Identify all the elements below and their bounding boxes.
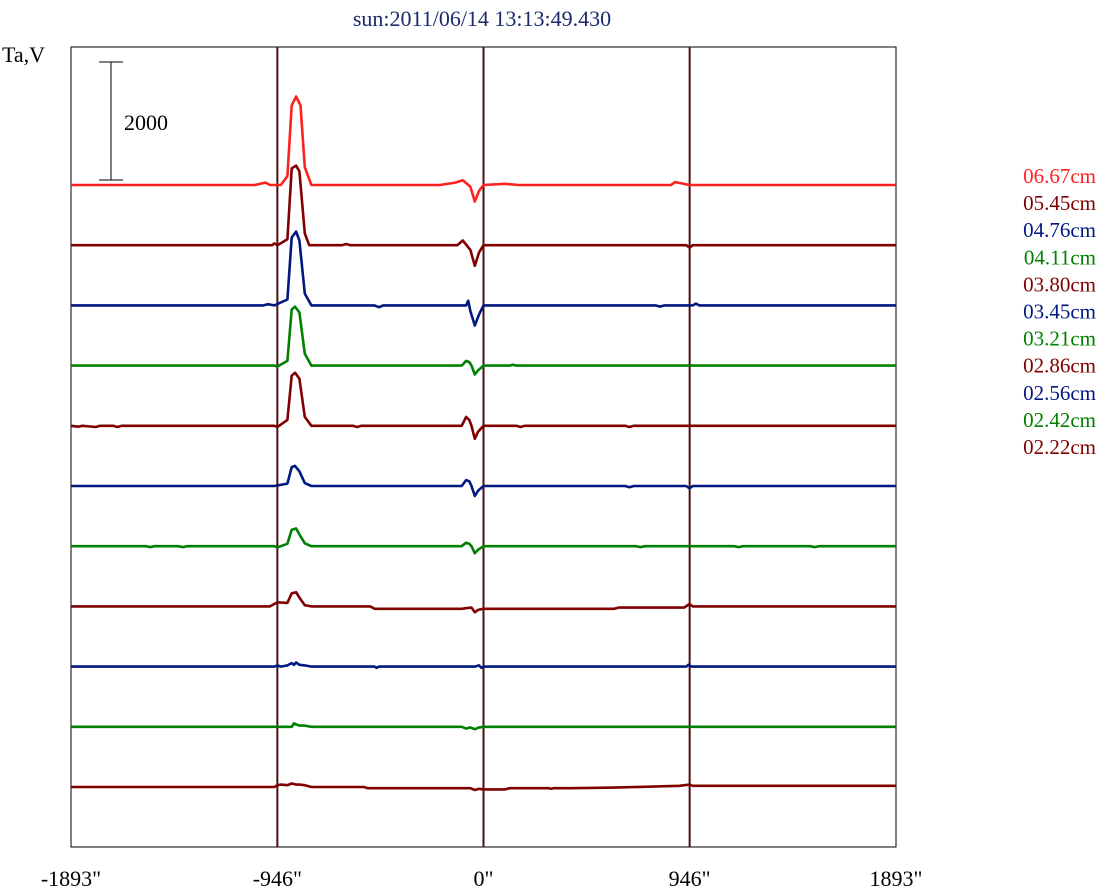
x-tick-label: 0"	[474, 866, 494, 891]
scale-bar: 2000	[99, 61, 168, 181]
series-line-04.76cm	[71, 230, 896, 327]
series-line-05.45cm	[71, 164, 896, 268]
series-line-02.86cm	[71, 590, 896, 614]
legend-entry: 05.45cm	[1023, 191, 1096, 215]
legend-entry: 03.45cm	[1023, 300, 1096, 324]
x-tick-label: -1893"	[41, 866, 101, 891]
series-line-02.22cm	[71, 782, 896, 792]
series-line-06.67cm	[71, 95, 896, 203]
x-tick-label: -946"	[253, 866, 302, 891]
series-line-03.45cm	[71, 464, 896, 498]
scale-bar-label: 2000	[124, 110, 168, 135]
legend-entry: 04.76cm	[1023, 218, 1096, 242]
series-line-02.56cm	[71, 661, 896, 670]
vertical-markers	[276, 47, 691, 847]
series-line-03.21cm	[71, 527, 896, 555]
legend-entry: 06.67cm	[1023, 164, 1096, 188]
legend-entry: 02.56cm	[1023, 381, 1096, 405]
legend-entry: 03.21cm	[1023, 327, 1096, 351]
x-tick-label: 1893"	[870, 866, 923, 891]
x-tick-labels: -1893" -946" 0" 946" 1893"	[41, 866, 923, 891]
series-line-04.11cm	[71, 305, 896, 376]
series-line-03.80cm	[70, 371, 896, 441]
legend-entry: 02.42cm	[1023, 408, 1096, 432]
legend-entry: 02.22cm	[1023, 435, 1096, 459]
series-line-02.42cm	[71, 722, 896, 731]
legend-entry: 03.80cm	[1023, 272, 1096, 296]
chart-title: sun:2011/06/14 13:13:49.430	[353, 6, 611, 31]
legend-entry: 04.11cm	[1024, 245, 1096, 269]
series-layer	[70, 95, 896, 792]
y-axis-label: Ta,V	[2, 42, 45, 67]
legend-entry: 02.86cm	[1023, 354, 1096, 378]
legend: 06.67cm 05.45cm 04.76cm 04.11cm 03.80cm 03.45…	[1023, 164, 1096, 459]
x-tick-label: 946"	[669, 866, 711, 891]
